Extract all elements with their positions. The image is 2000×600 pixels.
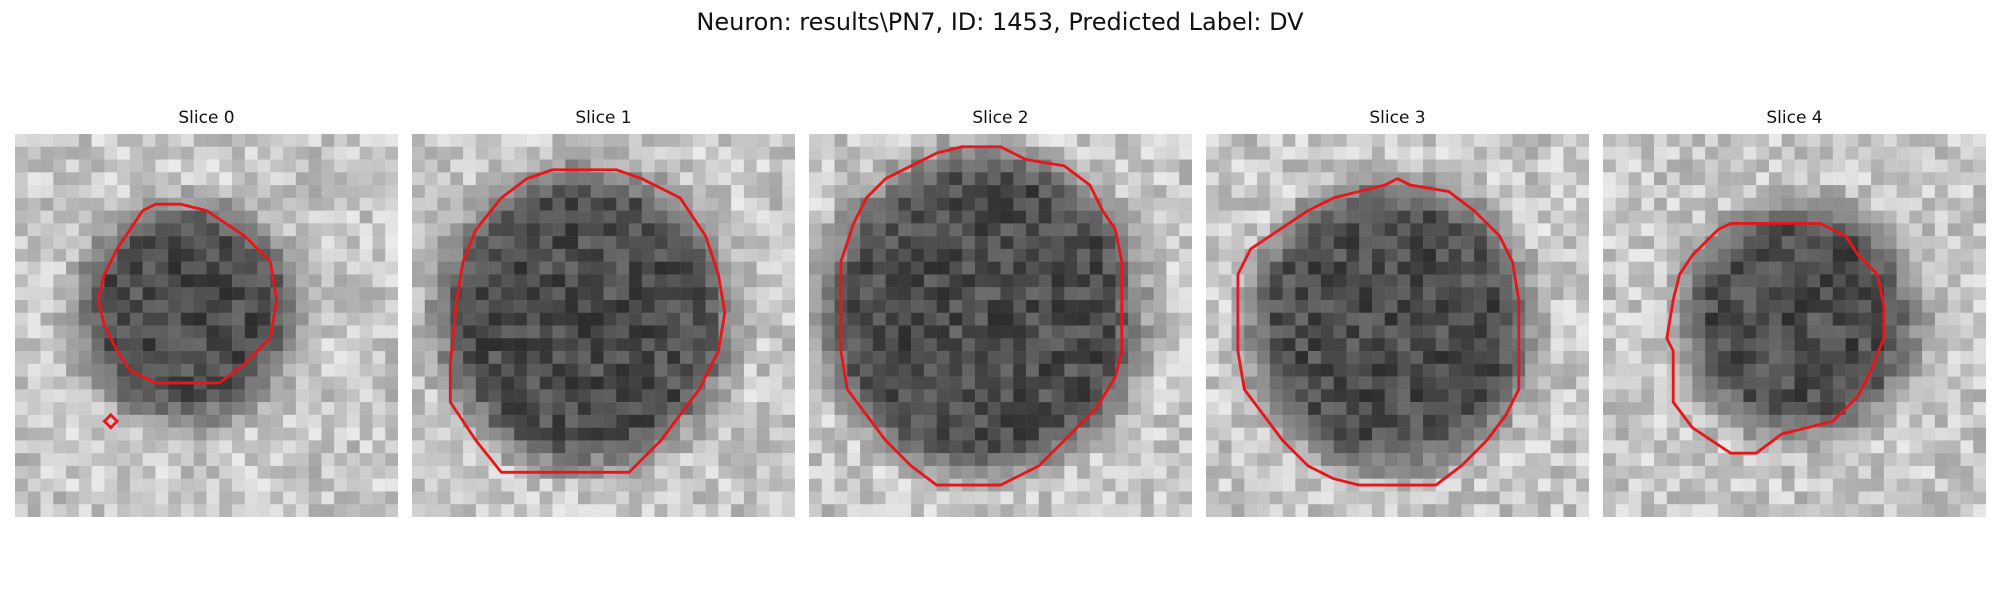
slice-title-3: Slice 3 bbox=[1369, 108, 1426, 128]
segmentation-contour bbox=[1236, 177, 1521, 487]
slice-title-2: Slice 2 bbox=[972, 108, 1029, 128]
segmentation-marker bbox=[102, 412, 120, 430]
slice-image-0 bbox=[15, 134, 398, 517]
segmentation-contour bbox=[96, 202, 279, 385]
segmentation-contour bbox=[1665, 221, 1886, 455]
slice-image-3 bbox=[1206, 134, 1589, 517]
slice-image-4 bbox=[1603, 134, 1986, 517]
slice-title-0: Slice 0 bbox=[178, 108, 235, 128]
slice-image-1 bbox=[412, 134, 795, 517]
segmentation-contour bbox=[448, 168, 727, 474]
segmentation-contour bbox=[839, 145, 1124, 487]
slice-title-1: Slice 1 bbox=[575, 108, 632, 128]
slice-image-2 bbox=[809, 134, 1192, 517]
slice-title-4: Slice 4 bbox=[1766, 108, 1823, 128]
figure-title: Neuron: results\PN7, ID: 1453, Predicted… bbox=[696, 8, 1304, 36]
